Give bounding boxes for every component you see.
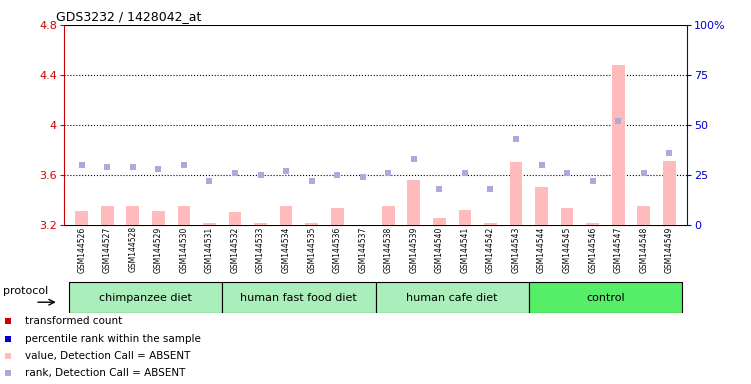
Bar (177, 206, 190, 225)
Text: GSM144539: GSM144539 (409, 227, 418, 273)
Point (101, 164, 113, 170)
Text: transformed count: transformed count (25, 316, 122, 326)
Text: GSM144531: GSM144531 (205, 227, 214, 273)
Text: GSM144548: GSM144548 (639, 227, 648, 273)
Point (152, 166, 164, 172)
Bar (382, 206, 395, 225)
Bar (529, 282, 682, 313)
Text: GSM144546: GSM144546 (588, 227, 597, 273)
Bar (305, 223, 318, 225)
Point (433, 185, 445, 192)
Bar (75, 211, 88, 225)
Point (76, 162, 88, 168)
Bar (376, 282, 529, 313)
Point (357, 174, 369, 180)
Bar (663, 161, 676, 225)
Bar (254, 223, 267, 225)
Text: GSM144528: GSM144528 (128, 227, 137, 273)
Point (484, 185, 496, 192)
Text: chimpanzee diet: chimpanzee diet (99, 293, 192, 303)
Text: GSM144541: GSM144541 (460, 227, 469, 273)
Point (663, 150, 675, 156)
Bar (587, 223, 599, 225)
Bar (638, 206, 650, 225)
Point (612, 118, 624, 124)
Text: GSM144536: GSM144536 (333, 227, 342, 273)
Point (459, 170, 471, 176)
Bar (126, 206, 139, 225)
Text: GSM144534: GSM144534 (282, 227, 291, 273)
Text: GSM144538: GSM144538 (384, 227, 393, 273)
Bar (279, 206, 292, 225)
Bar (484, 223, 497, 225)
Point (178, 162, 190, 168)
Bar (69, 282, 222, 313)
Text: GSM144527: GSM144527 (103, 227, 112, 273)
Point (306, 178, 318, 184)
Bar (510, 162, 523, 225)
Point (510, 136, 522, 142)
Text: GSM144547: GSM144547 (614, 227, 623, 273)
Point (127, 164, 139, 170)
Point (229, 170, 241, 176)
Text: percentile rank within the sample: percentile rank within the sample (25, 334, 201, 344)
Bar (203, 223, 216, 225)
Bar (612, 65, 625, 225)
Bar (222, 282, 376, 313)
Bar (101, 206, 113, 225)
Text: GSM144545: GSM144545 (562, 227, 572, 273)
Text: GSM144542: GSM144542 (486, 227, 495, 273)
Text: GSM144526: GSM144526 (77, 227, 86, 273)
Text: GSM144530: GSM144530 (179, 227, 189, 273)
Bar (535, 187, 548, 225)
Text: human cafe diet: human cafe diet (406, 293, 498, 303)
Bar (152, 211, 164, 225)
Bar (330, 209, 343, 225)
Text: GSM144533: GSM144533 (256, 227, 265, 273)
Text: GSM144549: GSM144549 (665, 227, 674, 273)
Point (638, 170, 650, 176)
Point (561, 170, 573, 176)
Text: GSM144537: GSM144537 (358, 227, 367, 273)
Point (331, 172, 343, 178)
Text: GSM144540: GSM144540 (435, 227, 444, 273)
Text: control: control (586, 293, 625, 303)
Point (255, 172, 267, 178)
Text: protocol: protocol (3, 286, 49, 296)
Bar (228, 212, 241, 225)
Text: GSM144532: GSM144532 (231, 227, 240, 273)
Text: human fast food diet: human fast food diet (240, 293, 357, 303)
Bar (433, 218, 446, 225)
Text: GSM144543: GSM144543 (511, 227, 520, 273)
Point (535, 162, 547, 168)
Point (204, 178, 216, 184)
Bar (459, 210, 472, 225)
Point (408, 156, 420, 162)
Point (280, 168, 292, 174)
Text: GSM144544: GSM144544 (537, 227, 546, 273)
Point (587, 178, 599, 184)
Text: GSM144529: GSM144529 (154, 227, 163, 273)
Text: rank, Detection Call = ABSENT: rank, Detection Call = ABSENT (25, 367, 185, 377)
Text: value, Detection Call = ABSENT: value, Detection Call = ABSENT (25, 351, 190, 361)
Point (382, 170, 394, 176)
Text: GSM144535: GSM144535 (307, 227, 316, 273)
Bar (561, 209, 574, 225)
Text: GDS3232 / 1428042_at: GDS3232 / 1428042_at (56, 10, 202, 23)
Bar (408, 180, 421, 225)
